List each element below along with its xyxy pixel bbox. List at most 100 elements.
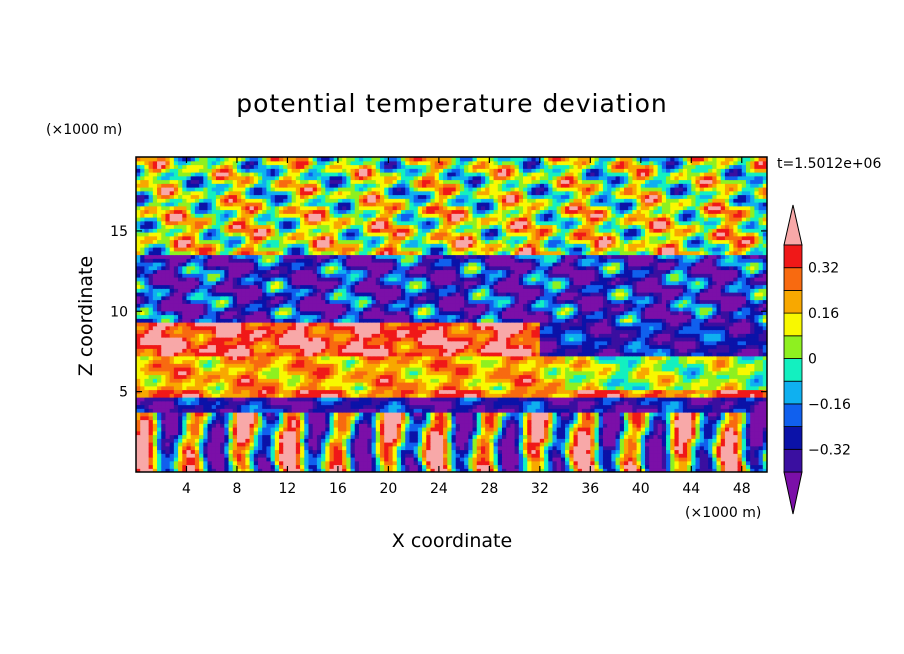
heatmap-cell: [182, 445, 188, 451]
heatmap-cell: [586, 442, 591, 447]
heatmap-cell: [737, 370, 743, 376]
heatmap-cell: [316, 423, 322, 428]
heatmap-cell: [417, 355, 423, 361]
heatmap-cell: [224, 438, 230, 443]
heatmap-cell: [304, 445, 310, 451]
heatmap-cell: [653, 385, 659, 391]
heatmap-cell: [274, 415, 280, 421]
heatmap-cell: [586, 367, 591, 372]
heatmap-cell: [480, 359, 486, 364]
heatmap-cell: [236, 453, 242, 458]
heatmap-cell: [186, 344, 192, 349]
heatmap-cell: [350, 457, 356, 462]
heatmap-cell: [279, 408, 284, 413]
heatmap-cell: [232, 359, 238, 364]
heatmap-cell: [640, 460, 646, 466]
heatmap-cell: [615, 464, 621, 469]
heatmap-cell: [548, 464, 554, 469]
heatmap-cell: [291, 355, 297, 361]
heatmap-cell: [388, 382, 394, 387]
heatmap-cell: [666, 370, 671, 376]
heatmap-cell: [325, 419, 331, 424]
heatmap-cell: [249, 445, 255, 451]
heatmap-cell: [358, 464, 364, 469]
heatmap-cell: [350, 453, 356, 458]
heatmap-cell: [140, 427, 146, 432]
heatmap-cell: [241, 453, 246, 458]
heatmap-cell: [354, 449, 360, 454]
heatmap-cell: [527, 460, 533, 466]
heatmap-cell: [552, 442, 558, 447]
heatmap-cell: [253, 464, 259, 469]
heatmap-cell: [241, 374, 246, 379]
heatmap-cell: [140, 389, 146, 394]
heatmap-cell: [287, 363, 293, 368]
heatmap-cell: [447, 460, 453, 466]
heatmap-cell: [136, 438, 141, 443]
heatmap-cell: [270, 442, 276, 447]
heatmap-cell: [358, 430, 364, 436]
heatmap-cell: [316, 412, 322, 417]
heatmap-cell: [329, 370, 335, 376]
heatmap-cell: [615, 457, 621, 462]
heatmap-cell: [220, 344, 225, 349]
heatmap-cell: [762, 419, 767, 424]
heatmap-cell: [304, 404, 310, 409]
heatmap-cell: [405, 434, 411, 439]
heatmap-cell: [358, 460, 364, 466]
heatmap-cell: [245, 423, 251, 428]
heatmap-cell: [750, 404, 755, 409]
heatmap-cell: [514, 438, 520, 443]
heatmap-cell: [762, 427, 767, 432]
heatmap-cell: [573, 348, 579, 353]
heatmap-cell: [426, 453, 432, 458]
heatmap-cell: [501, 442, 507, 447]
heatmap-cell: [737, 348, 743, 353]
heatmap-cell: [636, 397, 642, 402]
heatmap-cell: [737, 453, 743, 458]
heatmap-cell: [741, 348, 747, 353]
heatmap-cell: [480, 445, 486, 451]
heatmap-cell: [199, 389, 204, 394]
heatmap-cell: [472, 442, 478, 447]
heatmap-cell: [199, 412, 204, 417]
heatmap-cell: [750, 468, 755, 472]
heatmap-cell: [569, 457, 575, 462]
heatmap-cell: [438, 397, 444, 402]
heatmap-cell: [476, 367, 482, 372]
heatmap-cell: [560, 393, 566, 398]
heatmap-cell: [161, 352, 167, 357]
heatmap-cell: [207, 370, 213, 376]
heatmap-cell: [590, 419, 596, 424]
heatmap-cell: [371, 460, 377, 466]
heatmap-cell: [729, 449, 734, 454]
heatmap-cell: [598, 363, 604, 368]
heatmap-cell: [497, 367, 503, 372]
heatmap-cell: [762, 412, 767, 417]
heatmap-cell: [657, 359, 663, 364]
heatmap-cell: [531, 367, 537, 372]
heatmap-cell: [594, 427, 600, 432]
heatmap-cell: [266, 434, 272, 439]
heatmap-cell: [438, 382, 444, 387]
heatmap-cell: [329, 449, 335, 454]
heatmap-cell: [220, 430, 225, 436]
heatmap-cell: [754, 445, 760, 451]
heatmap-cell: [602, 442, 608, 447]
heatmap-cell: [754, 400, 760, 406]
heatmap-cell: [518, 367, 524, 372]
heatmap-cell: [451, 453, 457, 458]
heatmap-cell: [321, 408, 326, 413]
heatmap-cell: [140, 382, 146, 387]
heatmap-cell: [523, 438, 528, 443]
heatmap-cell: [636, 408, 642, 413]
heatmap-cell: [270, 382, 276, 387]
heatmap-cell: [535, 385, 541, 391]
heatmap-cell: [241, 363, 246, 368]
heatmap-cell: [422, 404, 427, 409]
heatmap-cell: [194, 457, 200, 462]
heatmap-cell: [745, 393, 751, 398]
heatmap-cell: [737, 423, 743, 428]
heatmap-cell: [464, 449, 469, 454]
heatmap-cell: [724, 385, 730, 391]
